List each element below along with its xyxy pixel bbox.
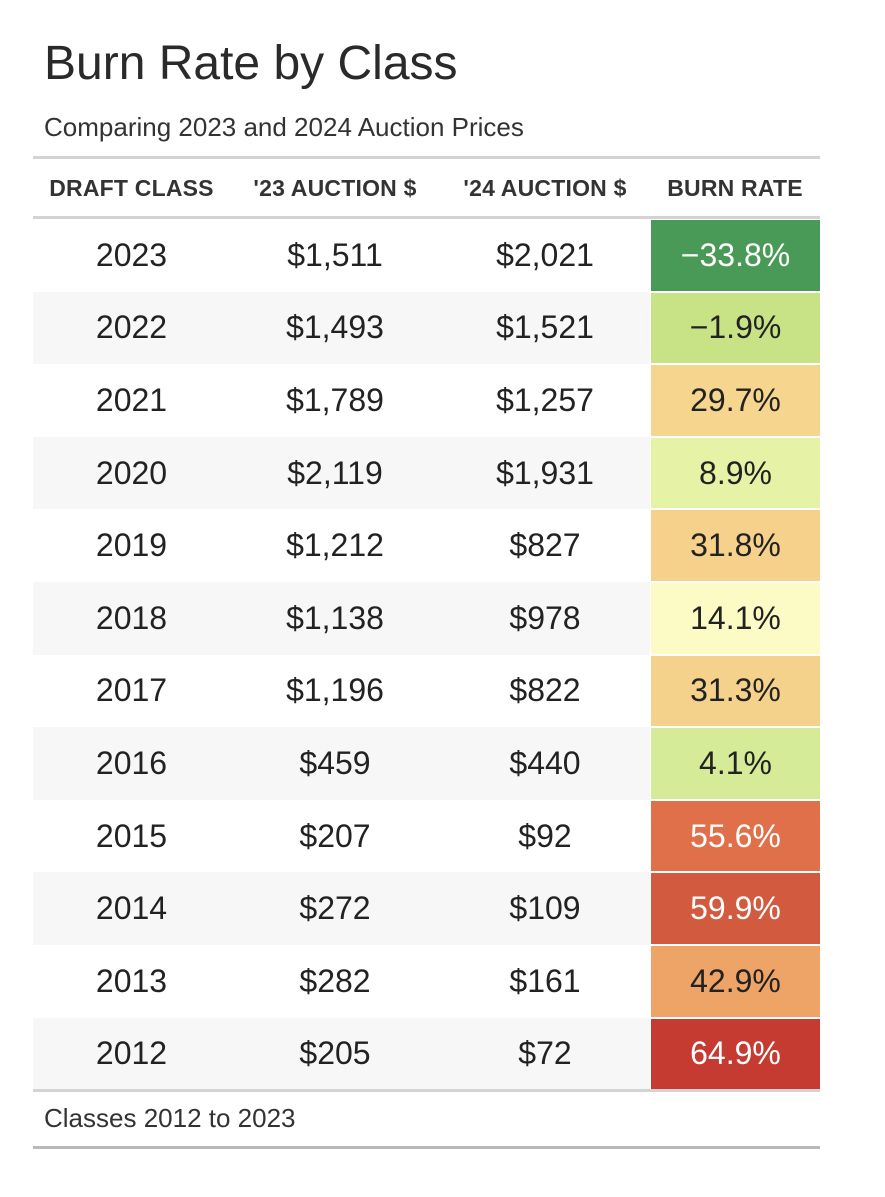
column-header-draft-class: DRAFT CLASS (49, 174, 214, 201)
table-row: 2021 $1,789 $1,257 29.7% (33, 364, 820, 437)
table-row: 2015 $207 $92 55.6% (33, 799, 820, 873)
auction-24-cell: $1,521 (496, 309, 594, 346)
table-row: 2020 $2,119 $1,931 8.9% (33, 436, 820, 510)
table-row: 2023 $1,511 $2,021 −33.8% (33, 219, 820, 292)
auction-24-cell: $72 (518, 1035, 572, 1072)
burn-rate-cell: 31.3% (650, 654, 820, 728)
auction-23-cell: $1,196 (286, 672, 384, 709)
burn-rate-cell: 42.9% (650, 944, 820, 1018)
burn-rate-cell: −33.8% (650, 219, 820, 292)
auction-24-cell: $827 (509, 527, 581, 564)
burn-rate-cell: 55.6% (650, 799, 820, 873)
burn-rate-cell: 4.1% (650, 727, 820, 800)
draft-class-cell: 2013 (95, 962, 168, 999)
top-rule (33, 156, 820, 159)
auction-24-cell: $822 (509, 672, 581, 709)
table-row: 2014 $272 $109 59.9% (33, 872, 820, 945)
auction-24-cell: $2,021 (496, 236, 594, 273)
auction-24-cell: $1,257 (496, 381, 594, 418)
burn-rate-cell: 64.9% (650, 1017, 820, 1091)
auction-23-cell: $1,789 (286, 381, 384, 418)
burn-rate-cell: 14.1% (650, 581, 820, 655)
draft-class-cell: 2021 (95, 381, 168, 418)
bottom-rule (33, 1089, 820, 1092)
burn-rate-cell: 8.9% (650, 436, 820, 510)
auction-24-cell: $109 (509, 890, 581, 927)
table-row: 2022 $1,493 $1,521 −1.9% (33, 291, 820, 365)
auction-23-cell: $272 (299, 890, 371, 927)
table-row: 2019 $1,212 $827 31.8% (33, 509, 820, 582)
auction-23-cell: $459 (299, 744, 371, 781)
auction-23-cell: $1,212 (286, 527, 384, 564)
header-rule (33, 216, 820, 219)
burn-rate-cell: 29.7% (650, 364, 820, 437)
burn-rate-cell: 59.9% (650, 872, 820, 945)
auction-23-cell: $2,119 (287, 454, 383, 491)
draft-class-cell: 2016 (95, 744, 168, 781)
auction-24-cell: $440 (509, 744, 581, 781)
table-body: 2023 $1,511 $2,021 −33.8% 2022 $1,493 $1,521 −1… (33, 219, 820, 1091)
auction-23-cell: $1,138 (286, 599, 384, 636)
auction-24-cell: $92 (518, 817, 572, 854)
table-row: 2016 $459 $440 4.1% (33, 727, 820, 800)
draft-class-cell: 2017 (95, 672, 168, 709)
table-row: 2013 $282 $161 42.9% (33, 944, 820, 1018)
draft-class-cell: 2022 (95, 309, 168, 346)
auction-24-cell: $978 (509, 599, 581, 636)
table-row: 2018 $1,138 $978 14.1% (33, 581, 820, 655)
draft-class-cell: 2014 (95, 890, 168, 927)
table-footnote: Classes 2012 to 2023 (44, 1103, 296, 1133)
column-header-24-auction: '24 AUCTION $ (463, 174, 627, 201)
auction-24-cell: $1,931 (496, 454, 594, 491)
burn-rate-cell: −1.9% (650, 291, 820, 365)
auction-23-cell: $205 (299, 1035, 371, 1072)
auction-24-cell: $161 (509, 962, 581, 999)
draft-class-cell: 2020 (95, 454, 168, 491)
column-header-burn-rate: BURN RATE (667, 174, 803, 201)
draft-class-cell: 2018 (95, 599, 168, 636)
draft-class-cell: 2023 (95, 236, 168, 273)
draft-class-cell: 2012 (95, 1035, 168, 1072)
auction-23-cell: $282 (299, 962, 371, 999)
footer-rule (33, 1146, 820, 1149)
table-subtitle: Comparing 2023 and 2024 Auction Prices (44, 112, 524, 142)
burn-rate-cell: 31.8% (650, 509, 820, 582)
table-row: 2012 $205 $72 64.9% (33, 1017, 820, 1091)
auction-23-cell: $1,511 (287, 236, 383, 273)
auction-23-cell: $1,493 (286, 309, 384, 346)
column-header-23-auction: '23 AUCTION $ (253, 174, 417, 201)
auction-23-cell: $207 (299, 817, 371, 854)
table-row: 2017 $1,196 $822 31.3% (33, 654, 820, 728)
table-title: Burn Rate by Class (44, 37, 458, 90)
draft-class-cell: 2015 (95, 817, 168, 854)
draft-class-cell: 2019 (95, 527, 168, 564)
table-header: DRAFT CLASS '23 AUCTION $ '24 AUCTION $ … (33, 159, 820, 217)
